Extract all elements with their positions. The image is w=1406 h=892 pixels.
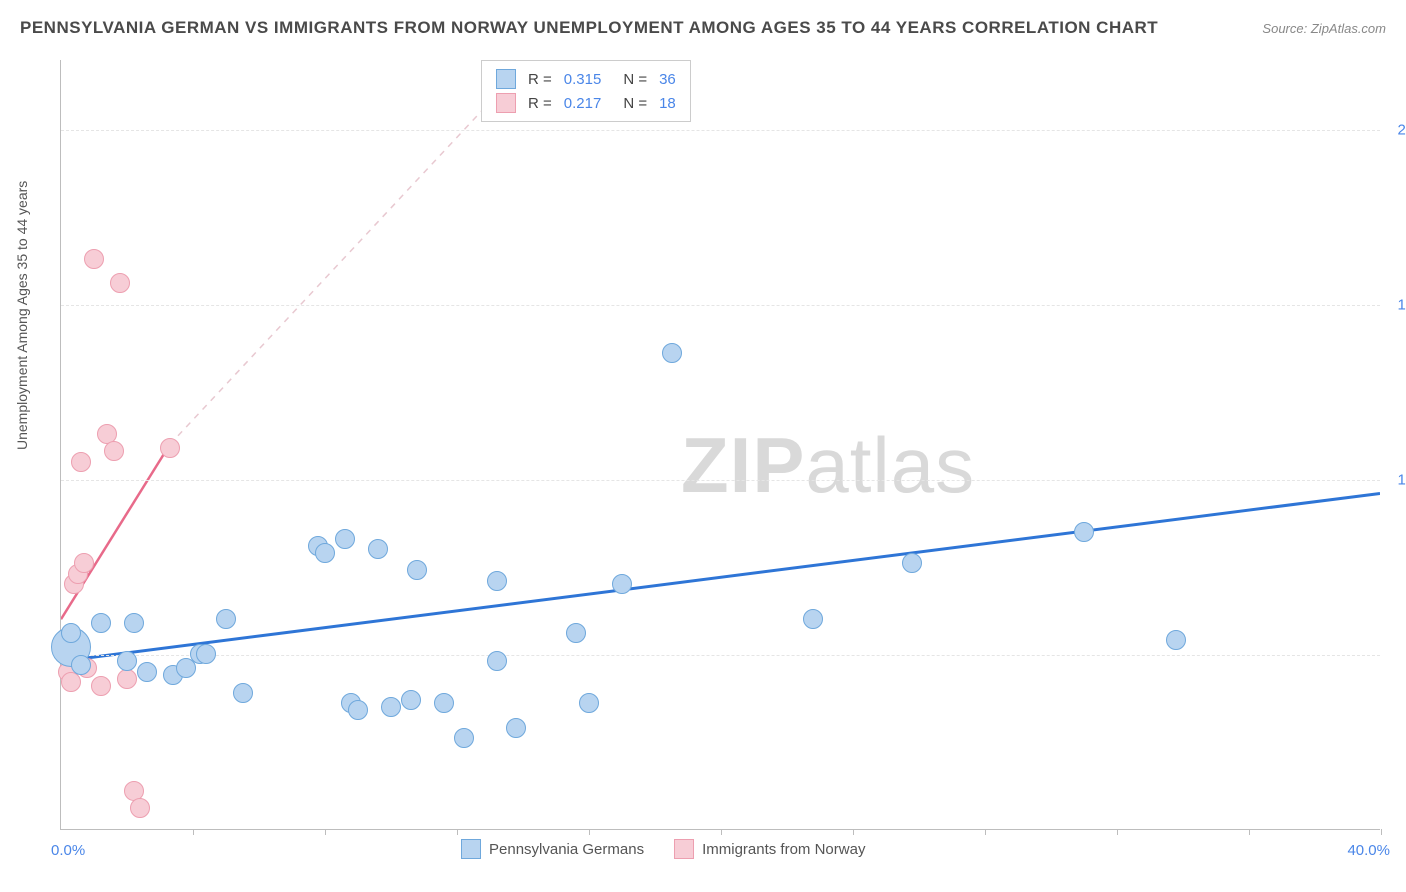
n-label-pink: N = <box>623 95 647 112</box>
swatch-blue-icon <box>461 839 481 859</box>
r-value-blue: 0.315 <box>564 71 602 88</box>
chart-title: PENNSYLVANIA GERMAN VS IMMIGRANTS FROM N… <box>20 18 1158 38</box>
n-value-blue: 36 <box>659 71 676 88</box>
scatter-point <box>579 693 599 713</box>
y-tick-label: 15.0% <box>1397 297 1406 314</box>
scatter-point <box>91 613 111 633</box>
scatter-point <box>401 690 421 710</box>
stats-row-blue: R = 0.315 N = 36 <box>496 67 676 91</box>
scatter-point <box>1166 630 1186 650</box>
r-label-blue: R = <box>528 71 552 88</box>
scatter-point <box>902 553 922 573</box>
x-tick <box>1117 829 1118 835</box>
scatter-point <box>315 543 335 563</box>
scatter-point <box>137 662 157 682</box>
scatter-point <box>160 438 180 458</box>
scatter-point <box>91 676 111 696</box>
scatter-point <box>216 609 236 629</box>
n-label-blue: N = <box>623 71 647 88</box>
scatter-point <box>506 718 526 738</box>
x-axis-min-label: 0.0% <box>51 842 85 859</box>
scatter-point <box>84 249 104 269</box>
scatter-point <box>71 655 91 675</box>
scatter-point <box>566 623 586 643</box>
swatch-blue <box>496 69 516 89</box>
gridline-h <box>61 655 1380 656</box>
scatter-point <box>196 644 216 664</box>
watermark-light: atlas <box>805 421 975 509</box>
x-tick <box>1381 829 1382 835</box>
scatter-point <box>381 697 401 717</box>
scatter-point <box>803 609 823 629</box>
source-name: ZipAtlas.com <box>1311 21 1386 36</box>
y-tick-label: 20.0% <box>1397 122 1406 139</box>
watermark: ZIPatlas <box>681 420 975 511</box>
scatter-point <box>233 683 253 703</box>
source-attribution: Source: ZipAtlas.com <box>1262 21 1386 36</box>
x-tick <box>457 829 458 835</box>
scatter-point <box>454 728 474 748</box>
watermark-bold: ZIP <box>681 421 805 509</box>
scatter-point <box>130 798 150 818</box>
scatter-point <box>74 553 94 573</box>
scatter-point <box>487 571 507 591</box>
scatter-point <box>368 539 388 559</box>
plot-area: ZIPatlas R = 0.315 N = 36 R = 0.217 N = … <box>60 60 1380 830</box>
scatter-point <box>348 700 368 720</box>
legend-item-blue: Pennsylvania Germans <box>461 839 644 859</box>
swatch-pink <box>496 93 516 113</box>
x-tick <box>985 829 986 835</box>
x-tick <box>589 829 590 835</box>
n-value-pink: 18 <box>659 95 676 112</box>
scatter-point <box>110 273 130 293</box>
bottom-legend: Pennsylvania Germans Immigrants from Nor… <box>461 839 865 859</box>
pink-regression-dashed <box>170 60 529 445</box>
regression-lines-svg <box>61 60 1380 829</box>
stats-legend-box: R = 0.315 N = 36 R = 0.217 N = 18 <box>481 60 691 122</box>
gridline-h <box>61 480 1380 481</box>
y-axis-label: Unemployment Among Ages 35 to 44 years <box>14 181 30 450</box>
scatter-point <box>117 669 137 689</box>
scatter-point <box>104 441 124 461</box>
gridline-h <box>61 130 1380 131</box>
x-tick <box>325 829 326 835</box>
x-tick <box>721 829 722 835</box>
title-bar: PENNSYLVANIA GERMAN VS IMMIGRANTS FROM N… <box>20 18 1386 38</box>
scatter-point <box>61 672 81 692</box>
scatter-point <box>487 651 507 671</box>
source-label: Source: <box>1262 21 1307 36</box>
y-tick-label: 10.0% <box>1397 472 1406 489</box>
gridline-h <box>61 305 1380 306</box>
scatter-point <box>124 613 144 633</box>
x-tick <box>853 829 854 835</box>
scatter-point <box>612 574 632 594</box>
legend-label-blue: Pennsylvania Germans <box>489 841 644 858</box>
r-label-pink: R = <box>528 95 552 112</box>
legend-item-pink: Immigrants from Norway <box>674 839 865 859</box>
scatter-point <box>71 452 91 472</box>
scatter-point <box>434 693 454 713</box>
stats-row-pink: R = 0.217 N = 18 <box>496 91 676 115</box>
scatter-point <box>117 651 137 671</box>
scatter-point <box>662 343 682 363</box>
swatch-pink-icon <box>674 839 694 859</box>
x-tick <box>1249 829 1250 835</box>
legend-label-pink: Immigrants from Norway <box>702 841 865 858</box>
r-value-pink: 0.217 <box>564 95 602 112</box>
scatter-point <box>61 623 81 643</box>
scatter-point <box>407 560 427 580</box>
x-tick <box>193 829 194 835</box>
scatter-point <box>1074 522 1094 542</box>
x-axis-max-label: 40.0% <box>1347 842 1390 859</box>
scatter-point <box>335 529 355 549</box>
